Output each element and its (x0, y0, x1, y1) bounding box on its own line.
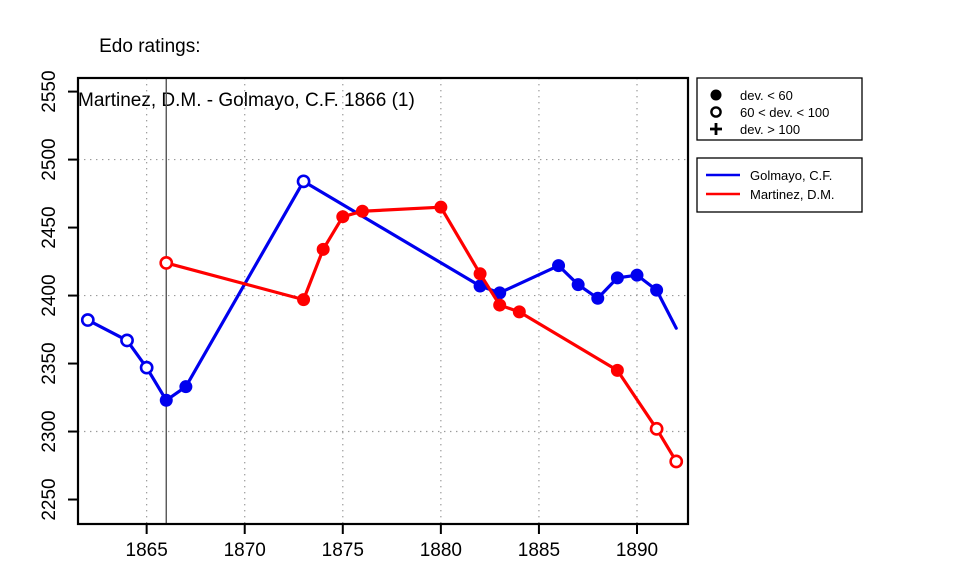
data-point-filled (434, 200, 448, 214)
series-1 (80, 174, 678, 407)
legend-plus-icon (710, 123, 722, 135)
data-point-filled (650, 283, 664, 297)
data-point-filled (297, 293, 311, 307)
series-line (164, 205, 678, 464)
x-tick-label: 1890 (616, 540, 658, 561)
data-point-open (649, 421, 664, 436)
data-point-filled (610, 271, 624, 285)
y-tick-label: 2400 (39, 274, 60, 316)
legend-deviation-label: 60 < dev. < 100 (740, 105, 829, 120)
plot-frame (76, 76, 690, 526)
data-point-filled (179, 380, 193, 394)
data-point-filled (473, 267, 487, 281)
data-point-open (80, 313, 95, 327)
legend-series: Golmayo, C.F. Martinez, D.M. (696, 157, 863, 213)
data-point-open (296, 174, 311, 189)
legend-series-label: Golmayo, C.F. (750, 168, 832, 183)
data-point-filled (159, 393, 173, 407)
y-tick-label: 2500 (39, 138, 60, 180)
data-point-filled (316, 242, 330, 256)
x-tick-label: 1870 (224, 540, 266, 561)
y-tick-label: 2250 (39, 478, 60, 520)
legend-filled-circle-icon (710, 89, 722, 101)
y-tick-label: 2550 (39, 70, 60, 112)
legend-deviation-label: dev. > 100 (740, 122, 800, 137)
data-point-filled (336, 210, 350, 224)
data-point-filled (552, 259, 566, 273)
x-tick-label: 1865 (126, 540, 168, 561)
data-point-open (159, 256, 174, 270)
data-point-filled (493, 298, 507, 312)
x-tick-label: 1875 (322, 540, 364, 561)
legend-open-circle-icon (710, 106, 722, 118)
chart-title: Edo ratings: Martinez, D.M. - Golmayo, C… (78, 6, 415, 168)
data-point-filled (355, 204, 369, 218)
data-point-filled (630, 268, 644, 282)
data-point-filled (610, 363, 624, 377)
data-series-layer (80, 174, 684, 469)
y-tick-label: 2350 (39, 342, 60, 384)
x-tick-label: 1885 (518, 540, 560, 561)
data-point-filled (591, 291, 605, 305)
legend-series-label: Martinez, D.M. (750, 187, 835, 202)
series-2 (159, 200, 684, 469)
legend-deviation-label: dev. < 60 (740, 88, 793, 103)
series-line (86, 179, 678, 402)
data-point-open (120, 333, 134, 348)
data-point-open (669, 454, 684, 469)
gridlines (78, 78, 688, 524)
x-axis-tick-labels: 1865 1870 1875 1880 1885 1890 (126, 540, 659, 561)
chart-title-line2: Martinez, D.M. - Golmayo, C.F. 1866 (1) (78, 90, 415, 111)
legend-deviation: dev. < 60 60 < dev. < 100 dev. > 100 (696, 77, 863, 141)
chart-title-line1: Edo ratings: (99, 36, 201, 57)
data-point-filled (571, 278, 585, 292)
x-tick-label: 1880 (420, 540, 462, 561)
y-axis-tick-labels: 2250 2300 2350 2400 2450 2500 2550 (39, 70, 60, 520)
y-tick-label: 2450 (39, 206, 60, 248)
y-tick-label: 2300 (39, 410, 60, 452)
data-point-filled (512, 305, 526, 319)
data-point-open (139, 360, 154, 375)
axis-ticks (68, 90, 639, 534)
